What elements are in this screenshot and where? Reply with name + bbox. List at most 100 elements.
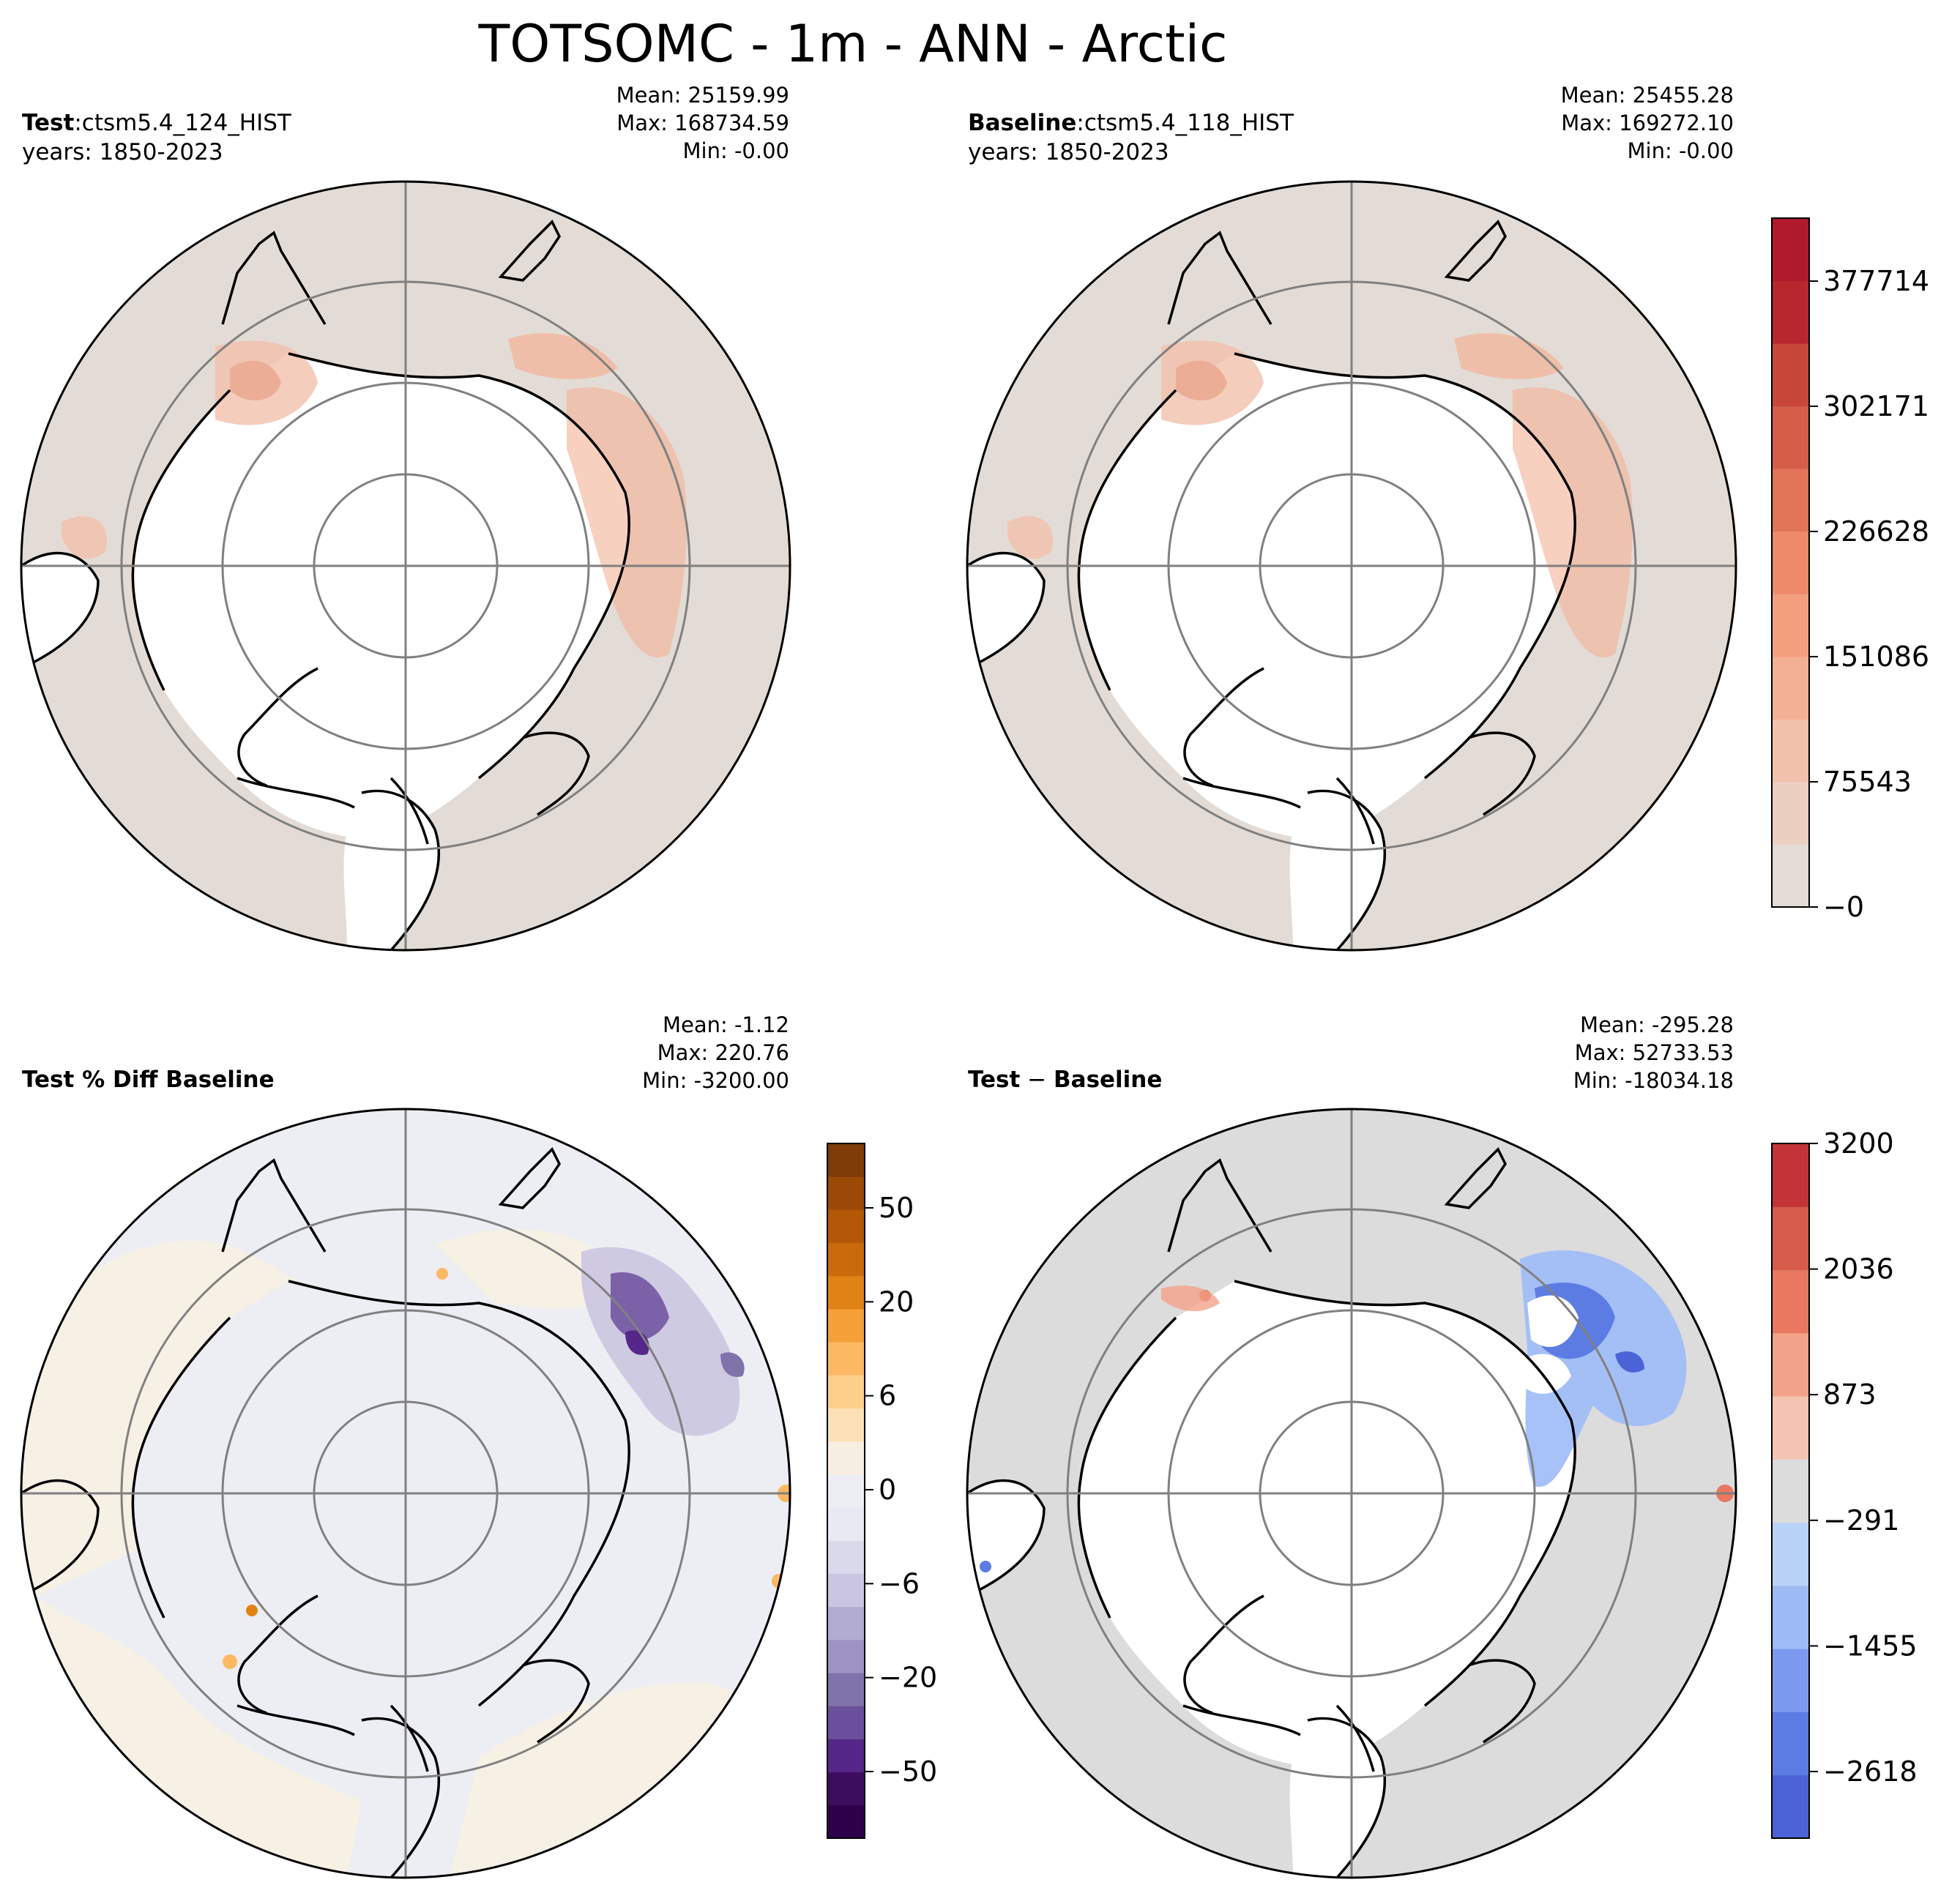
hudson-bay bbox=[21, 553, 98, 668]
panel-baseline-min: Min: -0.00 bbox=[1628, 138, 1734, 163]
colorbar-diff-tick-label: 873 bbox=[1823, 1378, 1877, 1411]
colorbar-diff-swatch bbox=[1772, 1269, 1809, 1334]
svg-text:Test − Baseline: Test − Baseline bbox=[968, 1067, 1162, 1093]
panel-test-max: Max: 168734.59 bbox=[616, 111, 789, 135]
colorbar-pct-swatch bbox=[827, 1673, 865, 1706]
colorbar-pct-frame bbox=[827, 1143, 865, 1839]
svg-text:Baseline:ctsm5.4_118_HIST: Baseline:ctsm5.4_118_HIST bbox=[968, 110, 1294, 136]
colorbar-pct-swatch bbox=[827, 1441, 865, 1475]
panel-test-case: ctsm5.4_124_HIST bbox=[82, 110, 292, 136]
colorbar-main-swatch bbox=[1772, 594, 1809, 657]
colorbar-pct-swatch bbox=[827, 1804, 865, 1839]
colorbar-diff-frame bbox=[1771, 1143, 1810, 1839]
panel-baseline-mean: Mean: 25455.28 bbox=[1561, 83, 1734, 108]
panel-pct-label: Test % Diff Baseline bbox=[22, 1067, 275, 1093]
panel-test-years: years: 1850-2023 bbox=[22, 139, 223, 165]
colorbar-diff: 3200 2036 873 −291 −1455 −2618 bbox=[1771, 1127, 1918, 1839]
colorbar-main-tick-label: 302171 bbox=[1823, 390, 1929, 422]
panel-diff-separator: − bbox=[1020, 1067, 1054, 1093]
coastlines bbox=[967, 220, 1577, 950]
panel-test-separator: : bbox=[74, 110, 81, 136]
panel-diff-case: Baseline bbox=[1054, 1067, 1162, 1093]
coastlines bbox=[967, 1147, 1577, 1878]
panel-test-label: Test bbox=[22, 110, 75, 136]
panel-test-min: Min: -0.00 bbox=[683, 138, 789, 163]
graticule bbox=[967, 1109, 1736, 1878]
colorbar-pct-swatch bbox=[827, 1176, 865, 1210]
map-test bbox=[20, 180, 791, 952]
panel-baseline-separator: : bbox=[1076, 110, 1084, 136]
globe-outline bbox=[966, 180, 1737, 952]
colorbar-diff-tick-label: −2618 bbox=[1823, 1755, 1918, 1788]
globe-outline bbox=[20, 180, 791, 952]
colorbar-pct-swatch bbox=[827, 1706, 865, 1739]
colorbar-diff-swatch bbox=[1772, 1649, 1809, 1712]
colorbar-diff-swatch bbox=[1772, 1143, 1809, 1207]
colorbar-pct-swatch bbox=[827, 1507, 865, 1541]
graticule bbox=[21, 182, 790, 950]
graticule bbox=[21, 1109, 790, 1878]
map-pct-diff bbox=[20, 1108, 791, 1879]
colorbar-main-swatch bbox=[1772, 343, 1809, 407]
colorbar-pct-swatch bbox=[827, 1375, 865, 1409]
colorbar-pct-swatch bbox=[827, 1209, 865, 1244]
colorbar-pct-tick-label: 6 bbox=[879, 1380, 896, 1412]
colorbar-main-frame bbox=[1771, 217, 1810, 908]
map-baseline bbox=[966, 180, 1737, 952]
colorbar-pct-tick-label: 0 bbox=[879, 1474, 896, 1506]
colorbar-pct-swatch bbox=[827, 1540, 865, 1574]
colorbar-main-tick-label: 377714 bbox=[1823, 265, 1929, 297]
panel-pct-max: Max: 220.76 bbox=[657, 1040, 789, 1065]
svg-text:Test:ctsm5.4_124_HIST: Test:ctsm5.4_124_HIST bbox=[22, 110, 292, 136]
colorbar-pct-swatch bbox=[827, 1408, 865, 1442]
globe-outline bbox=[966, 1108, 1737, 1879]
panel-pct-min: Min: -3200.00 bbox=[642, 1068, 789, 1093]
colorbar-pct-tick-label: 20 bbox=[879, 1285, 914, 1318]
panel-diff-min: Min: -18034.18 bbox=[1573, 1068, 1734, 1093]
colorbar-main-tick-label: 226628 bbox=[1823, 515, 1929, 548]
colorbar-main-swatch bbox=[1772, 218, 1809, 282]
colorbar-diff-swatch bbox=[1772, 1585, 1809, 1649]
panel-pct-diff: Test % Diff Baseline Mean: -1.12 Max: 22… bbox=[20, 1012, 791, 1879]
colorbar-diff-swatch bbox=[1772, 1522, 1809, 1586]
colorbar-pct: 50 20 6 0 −6 −20 −50 bbox=[827, 1143, 937, 1839]
colorbar-main-swatch bbox=[1772, 844, 1809, 908]
colorbar-main-swatch bbox=[1772, 406, 1809, 469]
panel-diff-mean: Mean: -295.28 bbox=[1580, 1012, 1734, 1037]
colorbar-main-swatch bbox=[1772, 656, 1809, 720]
colorbar-main-swatch bbox=[1772, 280, 1809, 344]
colorbar-main: 377714 302171 226628 151086 75543 −0 bbox=[1771, 217, 1929, 923]
colorbar-diff-swatch bbox=[1772, 1332, 1809, 1397]
panel-pct-mean: Mean: -1.12 bbox=[663, 1012, 789, 1037]
panel-test-mean: Mean: 25159.99 bbox=[616, 83, 789, 108]
colorbar-pct-swatch bbox=[827, 1573, 865, 1608]
atlantic-gap bbox=[343, 791, 439, 950]
colorbar-pct-swatch bbox=[827, 1474, 865, 1508]
graticule bbox=[967, 182, 1736, 950]
colorbar-pct-swatch bbox=[827, 1308, 865, 1343]
colorbar-pct-swatch bbox=[827, 1342, 865, 1376]
coastlines bbox=[21, 220, 631, 950]
figure-title: TOTSOMC - 1m - ANN - Arctic bbox=[477, 14, 1227, 74]
colorbar-pct-tick-label: 50 bbox=[879, 1192, 914, 1224]
panel-baseline-max: Max: 169272.10 bbox=[1561, 111, 1734, 135]
colorbar-main-tick-label: 75543 bbox=[1823, 766, 1912, 798]
panel-baseline-case: ctsm5.4_118_HIST bbox=[1084, 110, 1294, 136]
arctic-ocean bbox=[133, 354, 630, 838]
panel-diff-max: Max: 52733.53 bbox=[1575, 1040, 1734, 1065]
panel-baseline: Baseline:ctsm5.4_118_HIST years: 1850-20… bbox=[966, 83, 1737, 952]
colorbar-pct-swatch bbox=[827, 1275, 865, 1310]
colorbar-diff-swatch bbox=[1772, 1774, 1809, 1839]
colorbar-main-swatch bbox=[1772, 531, 1809, 594]
colorbar-diff-swatch bbox=[1772, 1396, 1809, 1460]
colorbar-pct-swatch bbox=[827, 1606, 865, 1640]
colorbar-pct-swatch bbox=[827, 1739, 865, 1773]
colorbar-main-swatch bbox=[1772, 469, 1809, 532]
colorbar-main-tick-label: −0 bbox=[1823, 891, 1864, 923]
colorbar-pct-tick-label: −6 bbox=[879, 1567, 920, 1600]
colorbar-diff-swatch bbox=[1772, 1206, 1809, 1271]
globe-outline bbox=[20, 1108, 791, 1879]
map-diff bbox=[966, 1108, 1737, 1879]
coastlines bbox=[21, 1147, 631, 1878]
